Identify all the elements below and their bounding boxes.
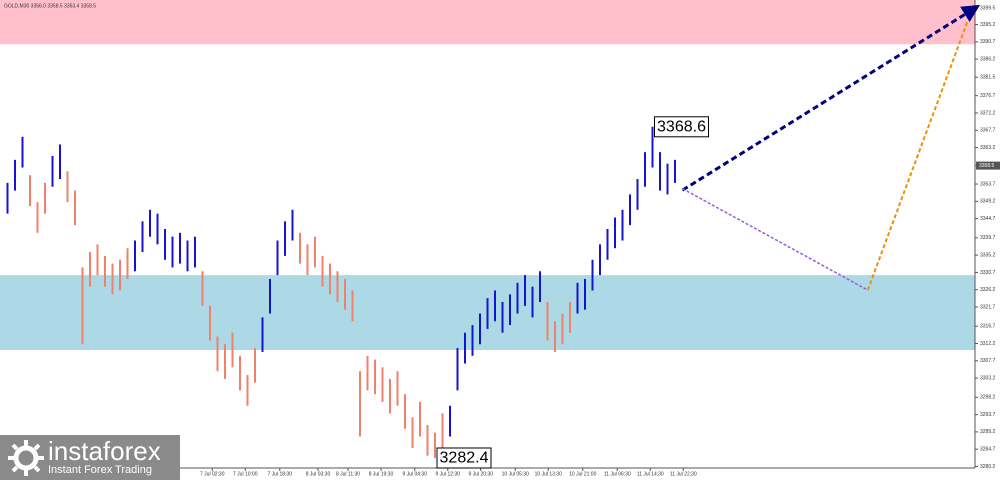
x-tick-label: 8 Jul 11:30 — [336, 471, 360, 477]
y-tick-label: 3353.7 — [980, 181, 996, 187]
y-tick-label: 3344.7 — [980, 216, 996, 222]
x-tick-label: 7 Jul 18:30 — [268, 471, 293, 477]
last-price-label: 3358.5 — [979, 163, 995, 169]
x-tick-label: 10 Jul 21:00 — [569, 471, 596, 477]
y-tick-label: 3303.2 — [980, 375, 996, 381]
x-tick-label: 9 Jul 20:30 — [469, 471, 494, 477]
price-label-box — [436, 447, 492, 469]
y-tick-label: 3330.7 — [980, 270, 996, 276]
price-label-box — [654, 116, 709, 138]
x-tick-label: 9 Jul 12:30 — [436, 471, 461, 477]
x-tick-label: 10 Jul 13:30 — [535, 471, 562, 477]
logo-name: instaforex — [48, 436, 161, 466]
y-tick-label: 3367.7 — [980, 128, 996, 134]
logo-tagline: Instant Forex Trading — [48, 464, 152, 476]
y-tick-label: 3399.5 — [980, 5, 996, 11]
y-tick-label: 3335.2 — [980, 252, 996, 258]
y-tick-label: 3326.2 — [980, 287, 996, 293]
x-tick-label: 10 Jul 05:30 — [502, 471, 529, 477]
y-tick-label: 3372.2 — [980, 110, 996, 116]
y-tick-label: 3298.2 — [980, 395, 996, 401]
y-tick-label: 3363.2 — [980, 145, 996, 151]
y-tick-label: 3280.2 — [980, 464, 996, 470]
x-tick-label: 8 Jul 19:30 — [369, 471, 394, 477]
price-label: 3282.4 — [440, 450, 489, 467]
chart-title: GOLD,M30 3356.0 3358.5 3353.4 3358.5 — [4, 3, 96, 9]
y-tick-label: 3386.2 — [980, 57, 996, 63]
y-tick-label: 3289.2 — [980, 429, 996, 435]
forecast-arrow — [866, 21, 969, 291]
x-tick-label: 9 Jul 04:30 — [403, 471, 428, 477]
x-tick-label: 11 Jul 14:30 — [637, 471, 664, 477]
x-tick-label: 11 Jul 06:30 — [604, 471, 631, 477]
y-tick-label: 3339.7 — [980, 235, 996, 241]
logo-icon — [8, 440, 44, 476]
x-tick-label: 7 Jul 02:30 — [200, 471, 225, 477]
forecast-arrow — [682, 188, 869, 291]
y-tick-label: 3349.2 — [980, 199, 996, 205]
zone — [0, 0, 975, 45]
logo: instaforex Instant Forex Trading — [0, 435, 180, 480]
y-tick-label: 3307.7 — [980, 358, 996, 364]
y-tick-label: 3284.7 — [980, 447, 996, 453]
price-label: 3368.6 — [657, 119, 706, 136]
y-tick-label: 3312.2 — [980, 341, 996, 347]
last-price-box — [976, 161, 1000, 170]
y-tick-label: 3293.7 — [980, 412, 996, 418]
y-tick-label: 3395.2 — [980, 22, 996, 28]
y-tick-label: 3390.7 — [980, 39, 996, 45]
y-tick-label: 3316.7 — [980, 324, 996, 330]
y-tick-label: 3376.7 — [980, 93, 996, 99]
x-tick-label: 8 Jul 03:30 — [306, 471, 331, 477]
y-tick-label: 3321.7 — [980, 304, 996, 310]
x-tick-label: 11 Jul 22:30 — [670, 471, 697, 477]
y-tick-label: 3381.5 — [980, 75, 996, 81]
x-tick-label: 7 Jul 10:00 — [233, 471, 258, 477]
